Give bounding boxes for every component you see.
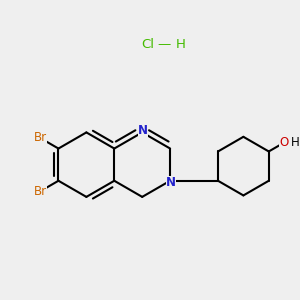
Text: H: H xyxy=(176,38,186,51)
Text: O: O xyxy=(279,136,289,149)
Text: Br: Br xyxy=(34,131,47,145)
Text: —: — xyxy=(158,38,171,51)
Text: Cl: Cl xyxy=(141,38,154,51)
Text: N: N xyxy=(166,176,176,189)
Text: N: N xyxy=(138,124,148,137)
Text: H: H xyxy=(291,136,299,149)
Text: Br: Br xyxy=(34,185,47,198)
